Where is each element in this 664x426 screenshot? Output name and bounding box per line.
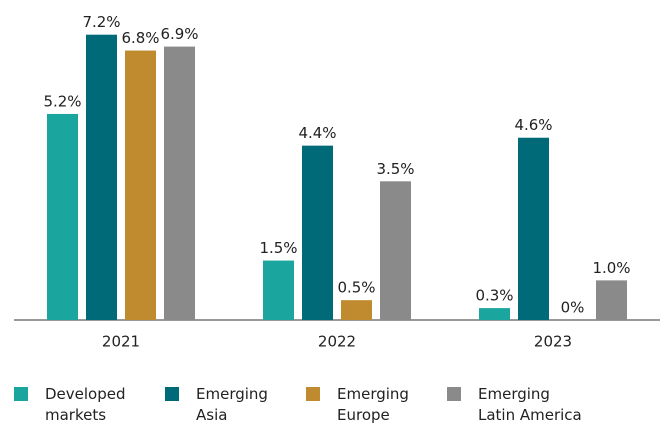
data-label: 6.8% [121, 29, 159, 47]
bar [125, 50, 156, 321]
bar [263, 260, 294, 320]
bar [518, 137, 549, 320]
data-label: 0% [561, 299, 585, 317]
chart: 2021 5.2% 7.2%6.8% 6.9% 2022 1.5% 4.4% 0.5% 3.5%… [14, 13, 660, 351]
bar [47, 113, 78, 320]
data-label: 3.5% [376, 160, 414, 178]
bar [341, 300, 372, 320]
bar [302, 145, 333, 320]
data-label: 0.5% [337, 279, 375, 297]
data-label: 1.5% [259, 239, 297, 257]
legend-swatch [447, 387, 461, 401]
legend-swatch [165, 387, 179, 401]
bar [86, 34, 117, 320]
data-label: 4.4% [298, 124, 336, 142]
x-tick-label: 2023 [534, 333, 572, 351]
legend-label: Developed markets [45, 385, 126, 424]
x-tick-label: 2022 [318, 333, 356, 351]
bar [596, 280, 627, 320]
data-label: 7.2% [82, 13, 120, 31]
legend: Developed markets Emerging Asia Emerging E… [0, 384, 664, 424]
data-label: 6.9% [160, 25, 198, 43]
data-label: 4.6% [514, 116, 552, 134]
legend-label: Emerging Latin America [478, 385, 582, 424]
legend-label: Emerging Asia [196, 385, 268, 424]
bar [164, 46, 195, 321]
x-tick-label: 2021 [102, 333, 140, 351]
legend-swatch [306, 387, 320, 401]
bar [380, 181, 411, 320]
bar [479, 308, 510, 320]
data-label: 1.0% [592, 259, 630, 277]
data-label: 0.3% [475, 287, 513, 305]
data-label: 5.2% [43, 92, 81, 110]
legend-label: Emerging Europe [337, 385, 409, 424]
legend-swatch [14, 387, 28, 401]
